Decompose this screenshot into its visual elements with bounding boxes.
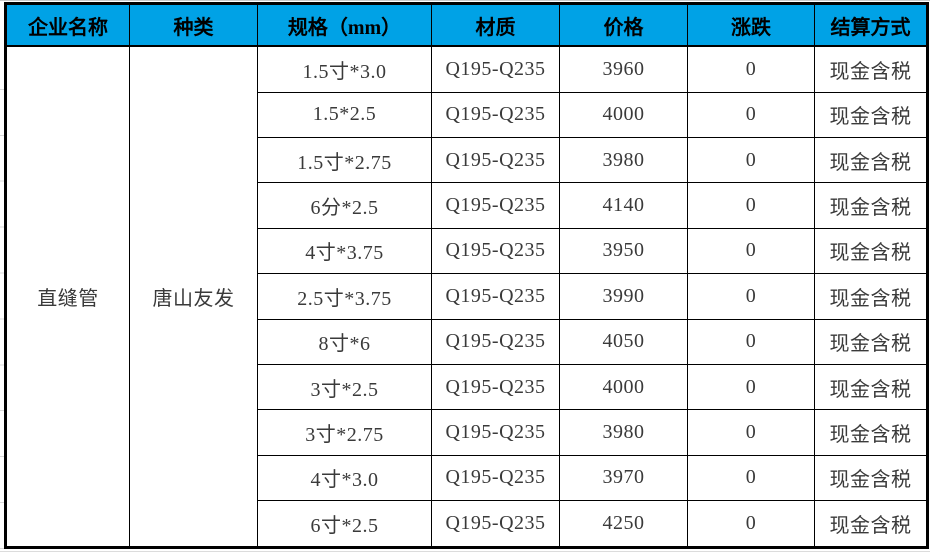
settlement-cell[interactable]: 现金含税 (814, 45, 928, 93)
header-cell-company[interactable]: 企业名称 (5, 3, 130, 47)
material-cell[interactable]: Q195-Q235 (431, 182, 560, 229)
spec-cell[interactable]: 2.5寸*3.75 (257, 273, 432, 320)
header-cell-spec[interactable]: 规格（mm） (257, 3, 432, 47)
sheet-gridline-top (0, 0, 930, 1)
material-cell[interactable]: Q195-Q235 (431, 363, 560, 411)
material-cell[interactable]: Q195-Q235 (431, 91, 560, 139)
settlement-cell[interactable]: 现金含税 (814, 318, 928, 365)
settlement-cell[interactable]: 现金含税 (814, 182, 928, 229)
price-cell[interactable]: 3950 (559, 227, 688, 275)
table-row: 8寸*6 Q195-Q235 4050 0 现金含税 (6, 318, 928, 365)
settlement-cell[interactable]: 现金含税 (814, 137, 928, 184)
material-cell[interactable]: Q195-Q235 (431, 409, 560, 456)
price-cell[interactable]: 3970 (559, 454, 688, 502)
table-row: 3寸*2.5 Q195-Q235 4000 0 现金含税 (6, 363, 928, 411)
spec-cell[interactable]: 8寸*6 (257, 318, 432, 365)
price-cell[interactable]: 3980 (559, 409, 688, 456)
spec-cell[interactable]: 3寸*2.5 (257, 363, 432, 411)
change-cell[interactable]: 0 (687, 182, 815, 229)
change-cell[interactable]: 0 (687, 454, 815, 502)
spec-cell[interactable]: 3寸*2.75 (257, 409, 432, 456)
price-cell[interactable]: 4250 (559, 500, 688, 548)
table-row: 1.5寸*2.75 Q195-Q235 3980 0 现金含税 (6, 137, 928, 184)
spec-cell[interactable]: 4寸*3.75 (257, 227, 432, 275)
spec-cell[interactable]: 1.5*2.5 (257, 91, 432, 139)
table-row: 6寸*2.5 Q195-Q235 4250 0 现金含税 (6, 500, 928, 548)
header-cell-material[interactable]: 材质 (431, 3, 560, 47)
change-cell[interactable]: 0 (687, 318, 815, 365)
settlement-cell[interactable]: 现金含税 (814, 273, 928, 320)
table-row: 4寸*3.0 Q195-Q235 3970 0 现金含税 (6, 454, 928, 502)
material-cell[interactable]: Q195-Q235 (431, 45, 560, 93)
sheet-gridline-bottom (0, 551, 930, 552)
sheet-gridline-stubs (0, 44, 4, 549)
spec-cell[interactable]: 6分*2.5 (257, 182, 432, 229)
settlement-cell[interactable]: 现金含税 (814, 363, 928, 411)
price-cell[interactable]: 4140 (559, 182, 688, 229)
table-row: 直缝管 唐山友发 1.5寸*3.0 Q195-Q235 3960 0 现金含税 (5, 45, 928, 548)
category-name-cell[interactable]: 唐山友发 (129, 45, 258, 548)
header-cell-change[interactable]: 涨跌 (687, 3, 815, 47)
change-cell[interactable]: 0 (687, 273, 815, 320)
material-cell[interactable]: Q195-Q235 (431, 454, 560, 502)
material-cell[interactable]: Q195-Q235 (431, 227, 560, 275)
price-cell[interactable]: 3990 (559, 273, 688, 320)
spec-cell[interactable]: 4寸*3.0 (257, 454, 432, 502)
settlement-cell[interactable]: 现金含税 (814, 227, 928, 275)
change-cell[interactable]: 0 (687, 137, 815, 184)
change-cell[interactable]: 0 (687, 409, 815, 456)
company-name-cell[interactable]: 直缝管 (5, 45, 130, 548)
spec-cell[interactable]: 1.5寸*3.0 (257, 45, 432, 93)
header-row: 企业名称 种类 规格（mm） 材质 价格 涨跌 结算方式 (5, 3, 928, 47)
settlement-cell[interactable]: 现金含税 (814, 409, 928, 456)
material-cell[interactable]: Q195-Q235 (431, 273, 560, 320)
change-cell[interactable]: 0 (687, 227, 815, 275)
change-cell[interactable]: 0 (687, 363, 815, 411)
header-cell-category[interactable]: 种类 (129, 3, 258, 47)
material-cell[interactable]: Q195-Q235 (431, 500, 560, 548)
settlement-cell[interactable]: 现金含税 (814, 454, 928, 502)
spec-cell[interactable]: 1.5寸*2.75 (257, 137, 432, 184)
table-row: 2.5寸*3.75 Q195-Q235 3990 0 现金含税 (6, 273, 928, 320)
price-cell[interactable]: 4000 (559, 363, 688, 411)
header-cell-settlement[interactable]: 结算方式 (814, 3, 928, 47)
material-cell[interactable]: Q195-Q235 (431, 137, 560, 184)
steel-pipe-price-table: 企业名称 种类 规格（mm） 材质 价格 涨跌 结算方式 直缝管 唐山友发 1.… (4, 2, 929, 549)
header-cell-price[interactable]: 价格 (559, 3, 688, 47)
change-cell[interactable]: 0 (687, 45, 815, 93)
settlement-cell[interactable]: 现金含税 (814, 91, 928, 139)
settlement-cell[interactable]: 现金含税 (814, 500, 928, 548)
change-cell[interactable]: 0 (687, 500, 815, 548)
material-cell[interactable]: Q195-Q235 (431, 318, 560, 365)
table-row: 1.5*2.5 Q195-Q235 4000 0 现金含税 (6, 91, 928, 139)
price-cell[interactable]: 4000 (559, 91, 688, 139)
price-cell[interactable]: 3980 (559, 137, 688, 184)
price-cell[interactable]: 4050 (559, 318, 688, 365)
price-cell[interactable]: 3960 (559, 45, 688, 93)
change-cell[interactable]: 0 (687, 91, 815, 139)
table-row: 6分*2.5 Q195-Q235 4140 0 现金含税 (6, 182, 928, 229)
spec-cell[interactable]: 6寸*2.5 (257, 500, 432, 548)
table-row: 4寸*3.75 Q195-Q235 3950 0 现金含税 (6, 227, 928, 275)
